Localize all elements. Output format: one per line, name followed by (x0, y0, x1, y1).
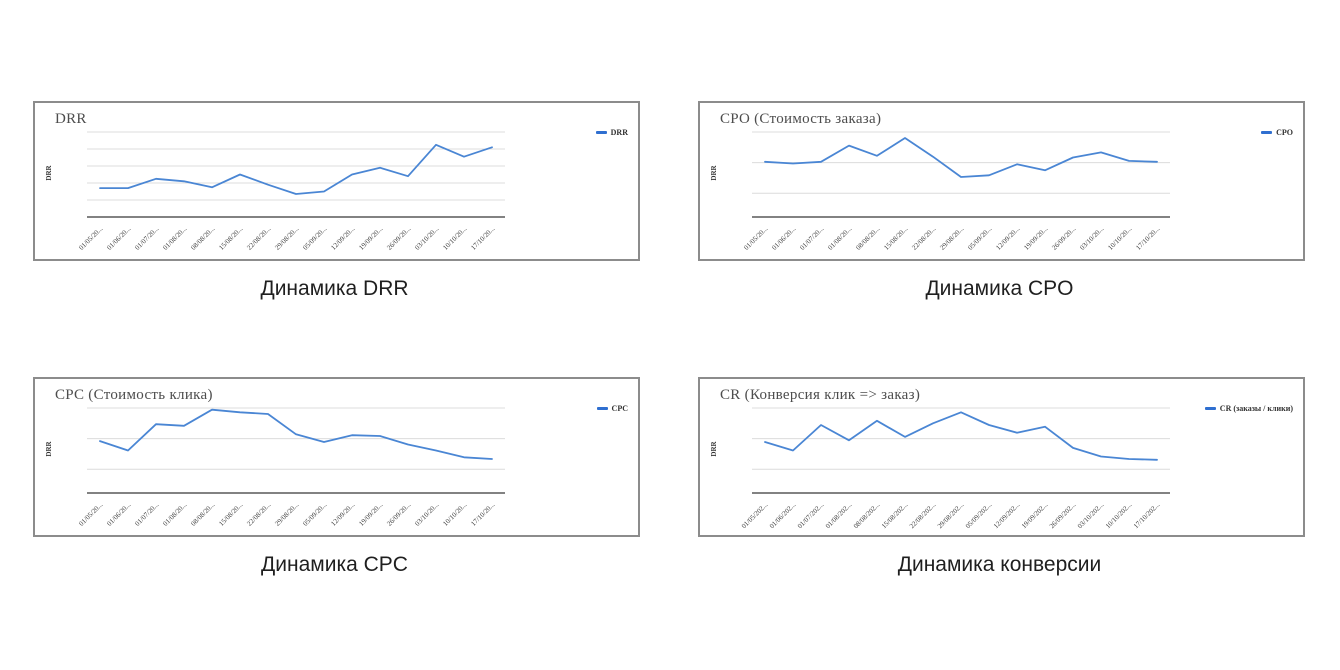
x-tick-label: 01/06/202... (768, 501, 798, 531)
x-tick-label: 10/10/20... (441, 225, 468, 252)
x-tick-label: 01/05/202... (740, 501, 770, 531)
chart-caption: Динамика CPC (261, 553, 408, 576)
x-tick-label: 01/06/20... (105, 501, 132, 528)
legend-label: CPO (1276, 128, 1293, 137)
x-tick-label: 01/06/20... (770, 225, 797, 252)
x-tick-label: 03/10/20... (413, 225, 440, 252)
cpo-chart: CPO (Стоимость заказа) DRR 01/05/20... 01… (698, 101, 1305, 261)
data-line (99, 143, 493, 195)
drr-figure: DRR DRR 01/05/20... 01/06/20... 01/07/20..… (33, 101, 640, 301)
x-tick-label: 17/10/20... (469, 225, 496, 252)
x-tick-label: 01/07/202... (796, 501, 826, 531)
line-plot: 01/05/20... 01/06/20... 01/07/20... 01/08/2… (77, 407, 505, 528)
x-tick-label: 08/08/20... (854, 225, 881, 252)
legend: DRR (595, 128, 628, 137)
x-tick-label: 08/08/20... (189, 501, 216, 528)
x-tick-label: 29/08/20... (938, 225, 965, 252)
data-line (99, 408, 493, 460)
x-tick-label: 26/09/20... (385, 225, 412, 252)
x-tick-label: 01/07/20... (798, 225, 825, 252)
x-tick-label: 19/09/20... (357, 501, 384, 528)
legend-line-swatch-icon (595, 131, 607, 134)
x-tick-label: 19/09/20... (1022, 225, 1049, 252)
x-tick-label: 22/08/20... (910, 225, 937, 252)
x-tick-label: 29/08/20... (273, 501, 300, 528)
x-tick-label: 03/10/20... (1078, 225, 1105, 252)
x-tick-label: 01/05/20... (77, 501, 104, 528)
cr-chart: CR (Конверсия клик => заказ) DRR 01/05/2… (698, 377, 1305, 537)
legend: CR (заказы / клики) (1204, 404, 1293, 413)
chart-caption: Динамика конверсии (897, 553, 1102, 576)
x-tick-label: 19/09/202... (1020, 501, 1050, 531)
chart-caption: Динамика CPO (925, 277, 1074, 300)
x-tick-label: 12/09/20... (329, 225, 356, 252)
legend: CPC (596, 404, 628, 413)
x-tick-label: 22/08/20... (245, 501, 272, 528)
x-tick-label: 15/08/20... (882, 225, 909, 252)
legend-label: CPC (611, 404, 628, 413)
x-tick-label: 15/08/202... (880, 501, 910, 531)
cpc-figure: CPC (Стоимость клика) DRR 01/05/20... 01/… (33, 377, 640, 577)
x-tick-label: 01/07/20... (133, 225, 160, 252)
x-tick-label: 15/08/20... (217, 501, 244, 528)
x-tick-label: 05/09/20... (301, 225, 328, 252)
x-tick-label: 26/09/20... (385, 501, 412, 528)
data-line (764, 137, 1158, 178)
x-tick-label: 17/10/202... (1132, 501, 1162, 531)
chart-title: CPO (Стоимость заказа) (720, 111, 882, 127)
drr-chart: DRR DRR 01/05/20... 01/06/20... 01/07/20..… (33, 101, 640, 261)
x-tick-label: 10/10/202... (1104, 501, 1134, 531)
x-tick-label: 26/09/202... (1048, 501, 1078, 531)
x-tick-label: 12/09/202... (992, 501, 1022, 531)
x-tick-label: 01/06/20... (105, 225, 132, 252)
cpo-figure: CPO (Стоимость заказа) DRR 01/05/20... 01… (698, 101, 1305, 301)
cpc-chart: CPC (Стоимость клика) DRR 01/05/20... 01/… (33, 377, 640, 537)
x-tick-label: 10/10/20... (441, 501, 468, 528)
x-tick-label: 17/10/20... (469, 501, 496, 528)
legend-label: DRR (610, 128, 628, 137)
chart-caption: Динамика DRR (260, 277, 409, 300)
x-tick-label: 17/10/20... (1134, 225, 1161, 252)
legend-line-swatch-icon (1261, 131, 1273, 134)
chart-title: DRR (55, 111, 87, 127)
x-tick-label: 03/10/20... (413, 501, 440, 528)
x-tick-label: 26/09/20... (1050, 225, 1077, 252)
x-tick-label: 22/08/20... (245, 225, 272, 252)
x-tick-label: 08/08/202... (852, 501, 882, 531)
x-tick-label: 29/08/20... (273, 225, 300, 252)
x-tick-label: 01/08/202... (824, 501, 854, 531)
x-tick-label: 12/09/20... (994, 225, 1021, 252)
legend: CPO (1261, 128, 1293, 137)
x-tick-label: 05/09/20... (966, 225, 993, 252)
line-plot: 01/05/20... 01/06/20... 01/07/20... 01/08/2… (77, 131, 505, 252)
x-tick-label: 12/09/20... (329, 501, 356, 528)
line-plot: 01/05/20... 01/06/20... 01/07/20... 01/08/2… (742, 131, 1170, 252)
x-tick-label: 05/09/202... (964, 501, 994, 531)
x-tick-label: 10/10/20... (1106, 225, 1133, 252)
x-tick-label: 29/08/202... (936, 501, 966, 531)
x-tick-label: 22/08/202... (908, 501, 938, 531)
line-plot: 01/05/202...01/06/202...01/07/202...01/0… (740, 407, 1170, 531)
x-tick-label: 01/08/20... (161, 225, 188, 252)
chart-title: CR (Конверсия клик => заказ) (720, 387, 921, 403)
x-tick-label: 03/10/202... (1076, 501, 1106, 531)
legend-line-swatch-icon (1204, 407, 1216, 410)
data-line (764, 411, 1158, 461)
x-tick-label: 08/08/20... (189, 225, 216, 252)
x-tick-label: 01/05/20... (742, 225, 769, 252)
chart-title: CPC (Стоимость клика) (55, 387, 213, 403)
legend-label: CR (заказы / клики) (1219, 404, 1293, 413)
legend-line-swatch-icon (596, 407, 608, 410)
x-tick-label: 01/08/20... (826, 225, 853, 252)
x-tick-label: 19/09/20... (357, 225, 384, 252)
cr-figure: CR (Конверсия клик => заказ) DRR 01/05/2… (698, 377, 1305, 577)
x-tick-label: 01/07/20... (133, 501, 160, 528)
x-tick-label: 15/08/20... (217, 225, 244, 252)
x-tick-label: 01/05/20... (77, 225, 104, 252)
x-tick-label: 05/09/20... (301, 501, 328, 528)
x-tick-label: 01/08/20... (161, 501, 188, 528)
